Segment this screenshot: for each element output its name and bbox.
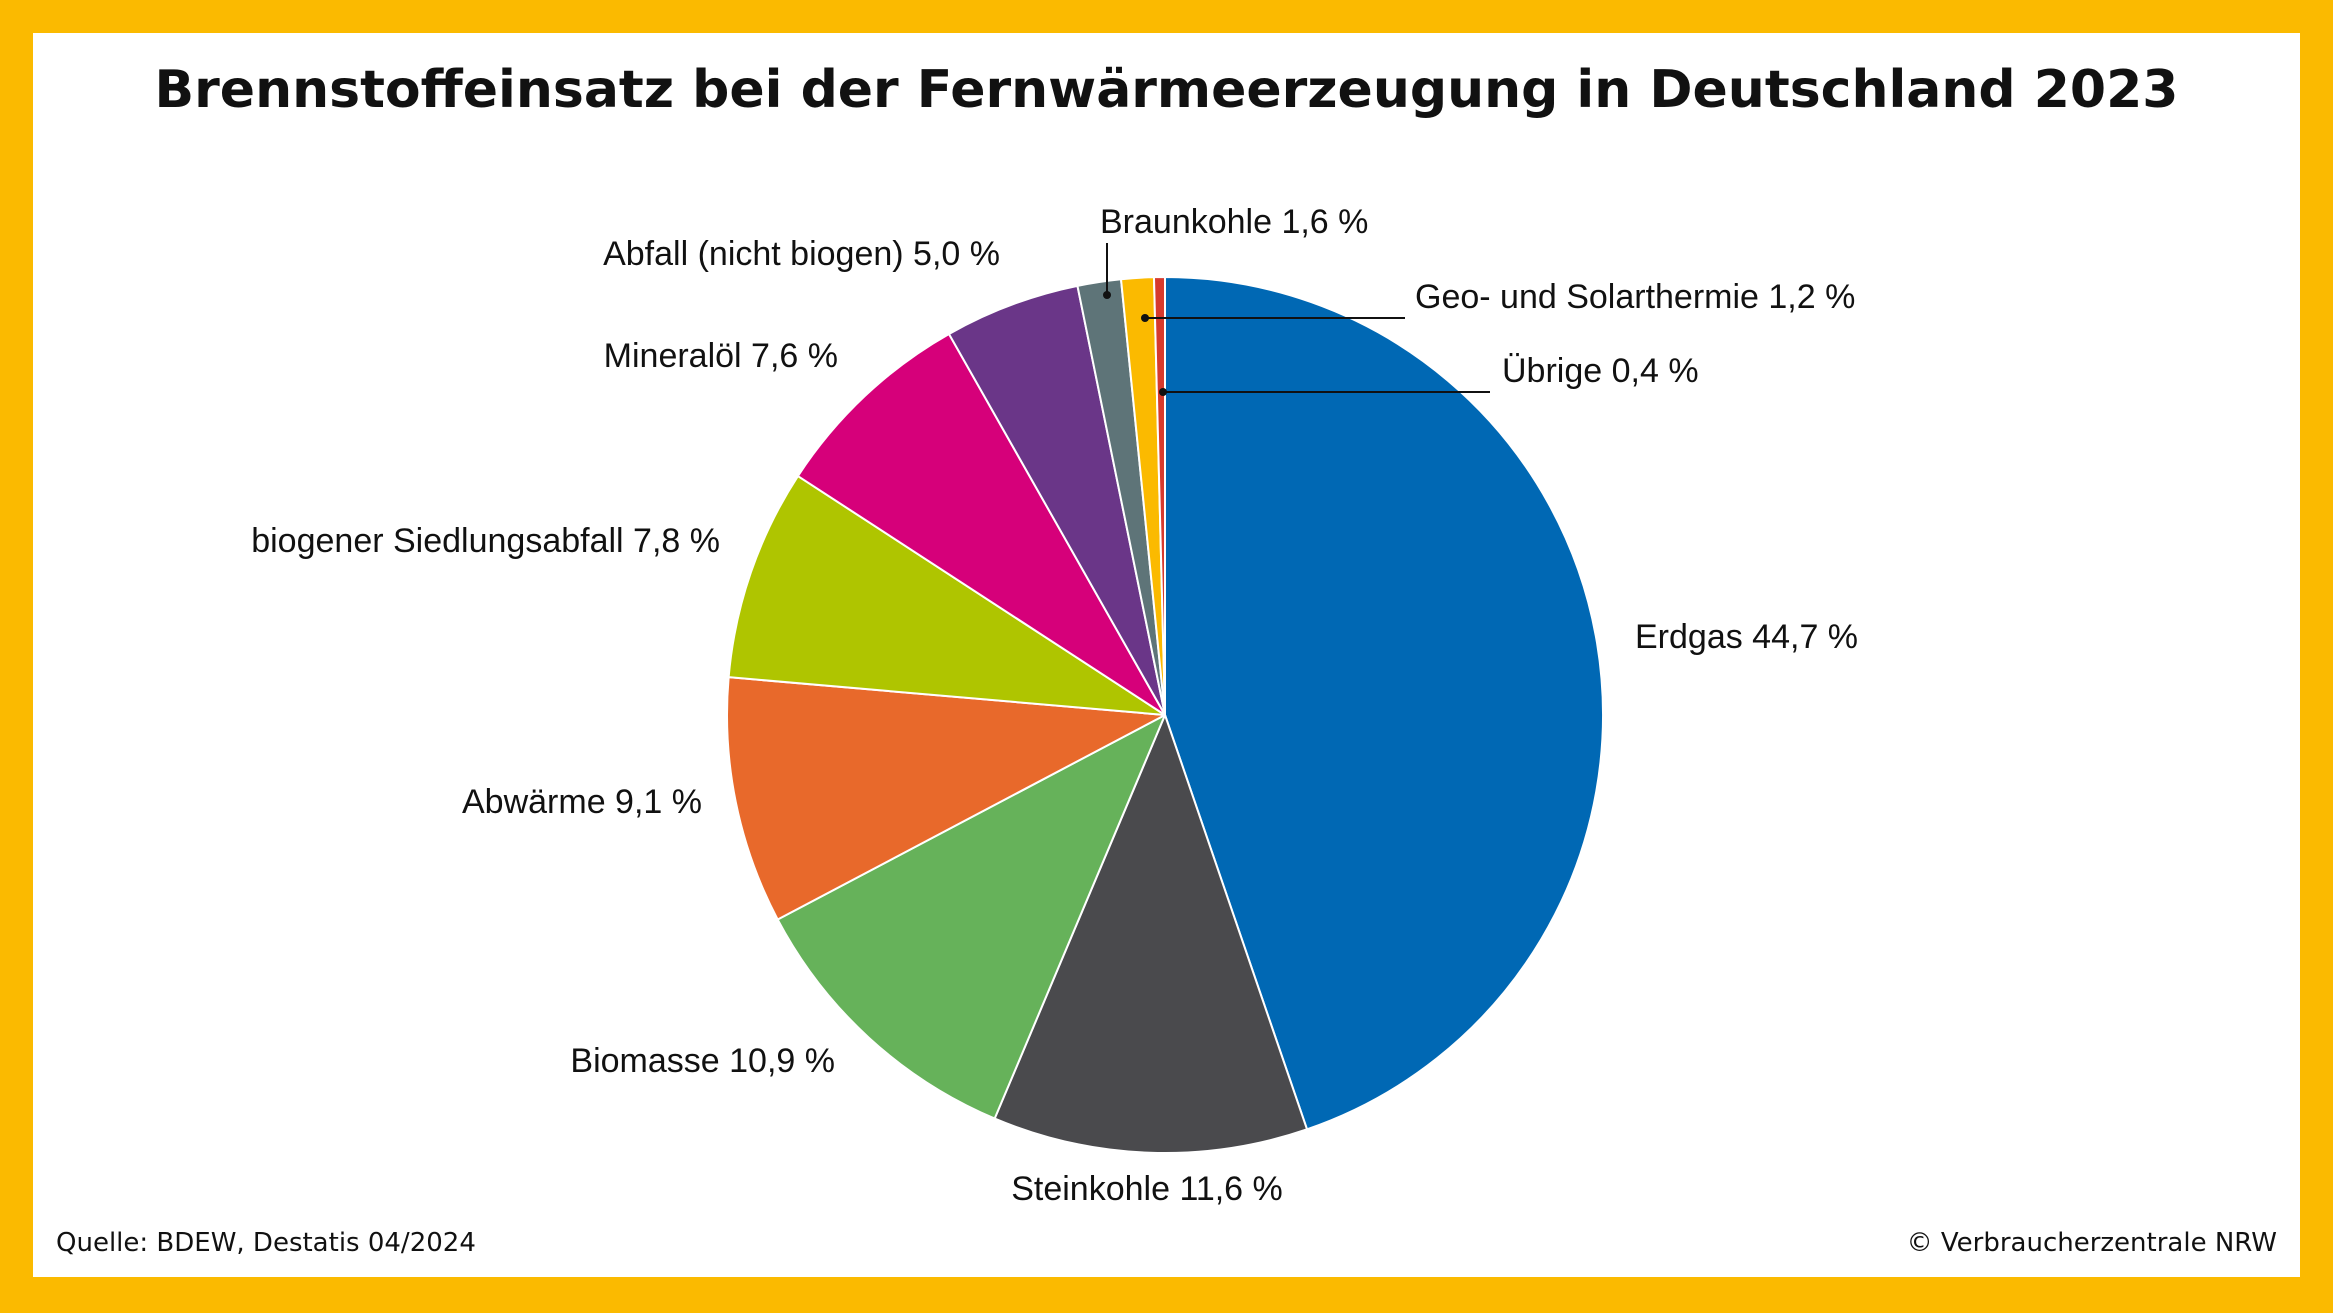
slice-label-biogener-siedlungsabfall: biogener Siedlungsabfall 7,8 % — [251, 522, 720, 560]
slice-label-braunkohle: Braunkohle 1,6 % — [1100, 203, 1368, 241]
pie-slice-steinkohle — [993, 714, 1309, 1154]
copyright-note: © Verbraucherzentrale NRW — [1906, 1228, 2277, 1258]
slice-label-uebrige: Übrige 0,4 % — [1502, 352, 1699, 390]
pie-slice-mineraloel — [796, 332, 1166, 716]
slice-label-abfall-nicht-biogen: Abfall (nicht biogen) 5,0 % — [603, 235, 1000, 273]
pie-slice-uebrige — [1152, 276, 1166, 716]
slice-label-biomasse: Biomasse 10,9 % — [570, 1042, 835, 1080]
source-note: Quelle: BDEW, Destatis 04/2024 — [56, 1228, 476, 1258]
slice-label-geo-und-solarthermie: Geo- und Solarthermie 1,2 % — [1415, 278, 1855, 316]
chart-title: Brennstoffeinsatz bei der Fernwärmeerzeu… — [154, 60, 2179, 120]
pie-slice-biogener-siedlungsabfall — [727, 475, 1166, 716]
leader-dot-geo-und-solarthermie — [1141, 314, 1149, 322]
slice-label-abwaerme: Abwärme 9,1 % — [462, 783, 702, 821]
pie-slice-abwaerme — [726, 676, 1166, 921]
leader-dot-braunkohle — [1103, 291, 1111, 299]
slice-label-steinkohle: Steinkohle 11,6 % — [1011, 1170, 1283, 1208]
pie-slice-erdgas — [1164, 276, 1604, 1131]
pie-slice-biomasse — [776, 714, 1166, 1120]
slice-label-erdgas: Erdgas 44,7 % — [1635, 618, 1858, 656]
leader-dot-uebrige — [1159, 388, 1167, 396]
slice-label-mineraloel: Mineralöl 7,6 % — [604, 337, 838, 375]
